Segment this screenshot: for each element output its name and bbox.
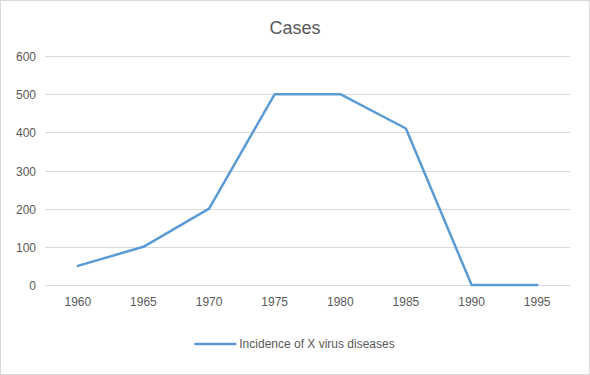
y-tick-label: 100 [16,241,36,255]
grid-line [45,209,570,210]
y-tick-label: 400 [16,126,36,140]
x-tick-label: 1990 [458,295,485,309]
x-tick-label: 1985 [393,295,420,309]
y-tick-label: 300 [16,165,36,179]
y-tick-label: 500 [16,88,36,102]
y-tick-label: 0 [29,279,36,293]
grid-line [45,56,570,57]
plot-area [78,94,537,285]
grid-line [45,132,570,133]
grid-line [45,247,570,248]
x-tick-label: 1960 [64,295,91,309]
title: Cases [269,18,320,38]
chart-border [1,1,590,375]
legend-swatch [195,343,235,346]
legend-label: Incidence of X virus diseases [239,337,394,351]
x-tick-label: 1975 [261,295,288,309]
x-tick-label: 1995 [524,295,551,309]
x-tick-label: 1980 [327,295,354,309]
y-tick-label: 600 [16,50,36,64]
y-tick-label: 200 [16,203,36,217]
legend-entry: Incidence of X virus diseases [195,337,394,351]
chart: Cases 0 100 200 300 400 500 600 1960 1965 1970 1975… [0,0,590,375]
x-tick-label: 1965 [130,295,157,309]
grid-line [45,171,570,172]
line-series [78,94,537,285]
x-tick-label: 1970 [196,295,223,309]
